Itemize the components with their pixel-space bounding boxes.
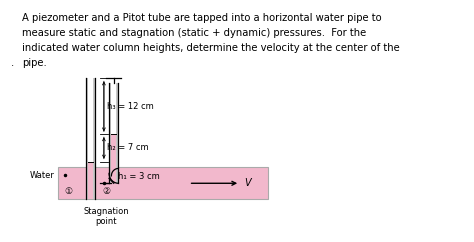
Bar [88, 161, 93, 199]
Bar [93, 78, 95, 199]
Text: h₃ = 12 cm: h₃ = 12 cm [107, 102, 154, 111]
Text: ①: ① [65, 187, 73, 196]
Text: indicated water column heights, determine the velocity at the center of the: indicated water column heights, determin… [22, 43, 400, 53]
Text: h₁ = 3 cm: h₁ = 3 cm [118, 172, 160, 181]
Text: Stagnation
point: Stagnation point [83, 207, 129, 227]
Bar [109, 83, 111, 183]
Text: Water: Water [30, 171, 55, 180]
Text: A piezometer and a Pitot tube are tapped into a horizontal water pipe to: A piezometer and a Pitot tube are tapped… [22, 13, 382, 23]
Text: pipe.: pipe. [22, 58, 47, 68]
Text: V: V [244, 178, 250, 188]
Text: h₂ = 7 cm: h₂ = 7 cm [107, 144, 148, 152]
Bar [116, 83, 118, 183]
Text: ②: ② [102, 187, 110, 196]
Bar [86, 78, 88, 199]
Bar [111, 134, 116, 183]
Bar [57, 167, 268, 199]
Text: .: . [11, 58, 14, 68]
Text: measure static and stagnation (static + dynamic) pressures.  For the: measure static and stagnation (static + … [22, 28, 366, 38]
